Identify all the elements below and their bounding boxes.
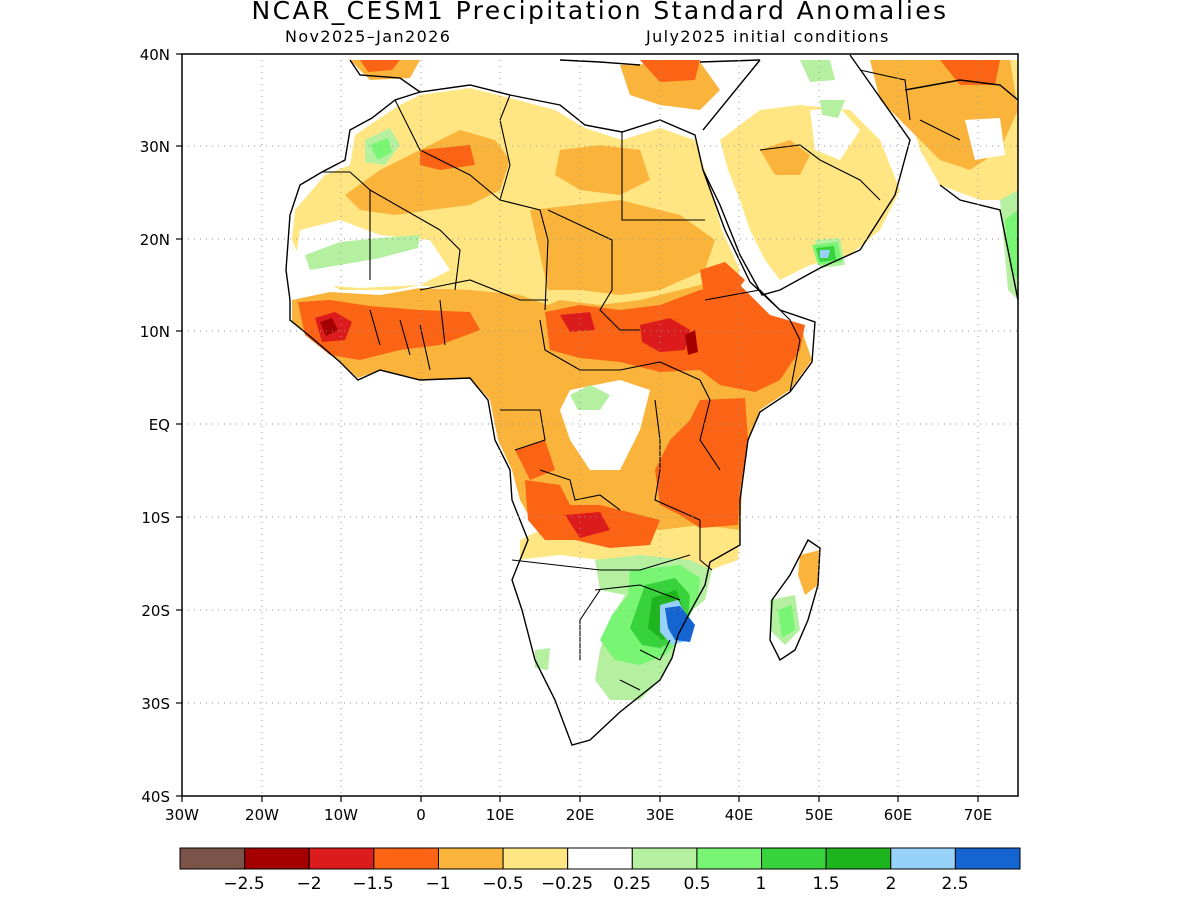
map-plot-area — [285, 54, 1018, 746]
y-tick-label: 30N — [140, 138, 170, 156]
y-tick-label: 40N — [140, 46, 170, 64]
colorbar-swatch — [890, 847, 956, 870]
colorbar — [179, 847, 1021, 870]
y-tick-label: 30S — [141, 695, 170, 713]
x-tick-label: 70E — [964, 806, 993, 824]
colorbar-swatch — [179, 847, 246, 870]
x-tick-label: 30W — [165, 806, 199, 824]
x-tick-label: 20W — [245, 806, 279, 824]
colorbar-label: −0.25 — [541, 874, 593, 894]
colorbar-swatch — [825, 847, 892, 870]
forecast-period: Nov2025–Jan2026 — [285, 27, 452, 46]
x-tick-label: 40E — [725, 806, 754, 824]
initial-conditions: July2025 initial conditions — [646, 27, 890, 46]
colorbar-label: −0.5 — [482, 874, 523, 894]
y-tick-label: 10S — [141, 509, 170, 527]
gridlines — [182, 54, 1018, 796]
colorbar-label: −1.5 — [352, 874, 393, 894]
x-tick-label: 10E — [486, 806, 515, 824]
colorbar-swatch — [954, 847, 1021, 870]
x-tick-label: 10W — [324, 806, 358, 824]
colorbar-label: −2.5 — [223, 874, 264, 894]
country-borders — [322, 69, 961, 691]
colorbar-swatch — [761, 847, 827, 870]
y-axis-labels: 40N 30N 20N 10N EQ 10S 20S 30S 40S — [140, 46, 170, 806]
y-tick-label: EQ — [149, 416, 170, 434]
anomaly-fills — [292, 60, 1018, 745]
colorbar-label: 1 — [756, 874, 767, 894]
x-tick-label: 0 — [416, 806, 426, 824]
plot-frame — [181, 53, 1019, 797]
colorbar-label: −2 — [296, 874, 321, 894]
colorbar-swatch — [696, 847, 763, 870]
axis-ticks — [176, 53, 979, 802]
x-tick-label: 30E — [646, 806, 675, 824]
colorbar-label: 0.5 — [683, 874, 710, 894]
colorbar-swatch — [244, 847, 310, 870]
colorbar-label: 2.5 — [941, 874, 968, 894]
colorbar-swatch — [437, 847, 504, 870]
x-tick-label: 20E — [566, 806, 595, 824]
y-tick-label: 10N — [140, 323, 170, 341]
x-tick-label: 50E — [805, 806, 834, 824]
colorbar-label: −1 — [425, 874, 450, 894]
colorbar-swatch — [308, 847, 375, 870]
colorbar-label: 2 — [886, 874, 897, 894]
y-tick-label: 20N — [140, 231, 170, 249]
chart-title: NCAR_CESM1 Precipitation Standard Anomal… — [251, 0, 949, 25]
x-tick-label: 60E — [884, 806, 913, 824]
colorbar-swatch — [567, 847, 633, 870]
x-axis-labels: 30W 20W 10W 0 10E 20E 30E 40E 50E 60E 70… — [165, 806, 992, 824]
y-tick-label: 40S — [141, 788, 170, 806]
colorbar-swatch — [631, 847, 698, 870]
colorbar-labels: −2.5 −2 −1.5 −1 −0.5 −0.25 0.25 0.5 1 1.… — [223, 874, 968, 894]
colorbar-swatch — [502, 847, 569, 870]
colorbar-swatch — [373, 847, 439, 870]
colorbar-label: 0.25 — [613, 874, 651, 894]
y-tick-label: 20S — [141, 602, 170, 620]
coastlines — [285, 54, 1018, 746]
colorbar-label: 1.5 — [812, 874, 839, 894]
